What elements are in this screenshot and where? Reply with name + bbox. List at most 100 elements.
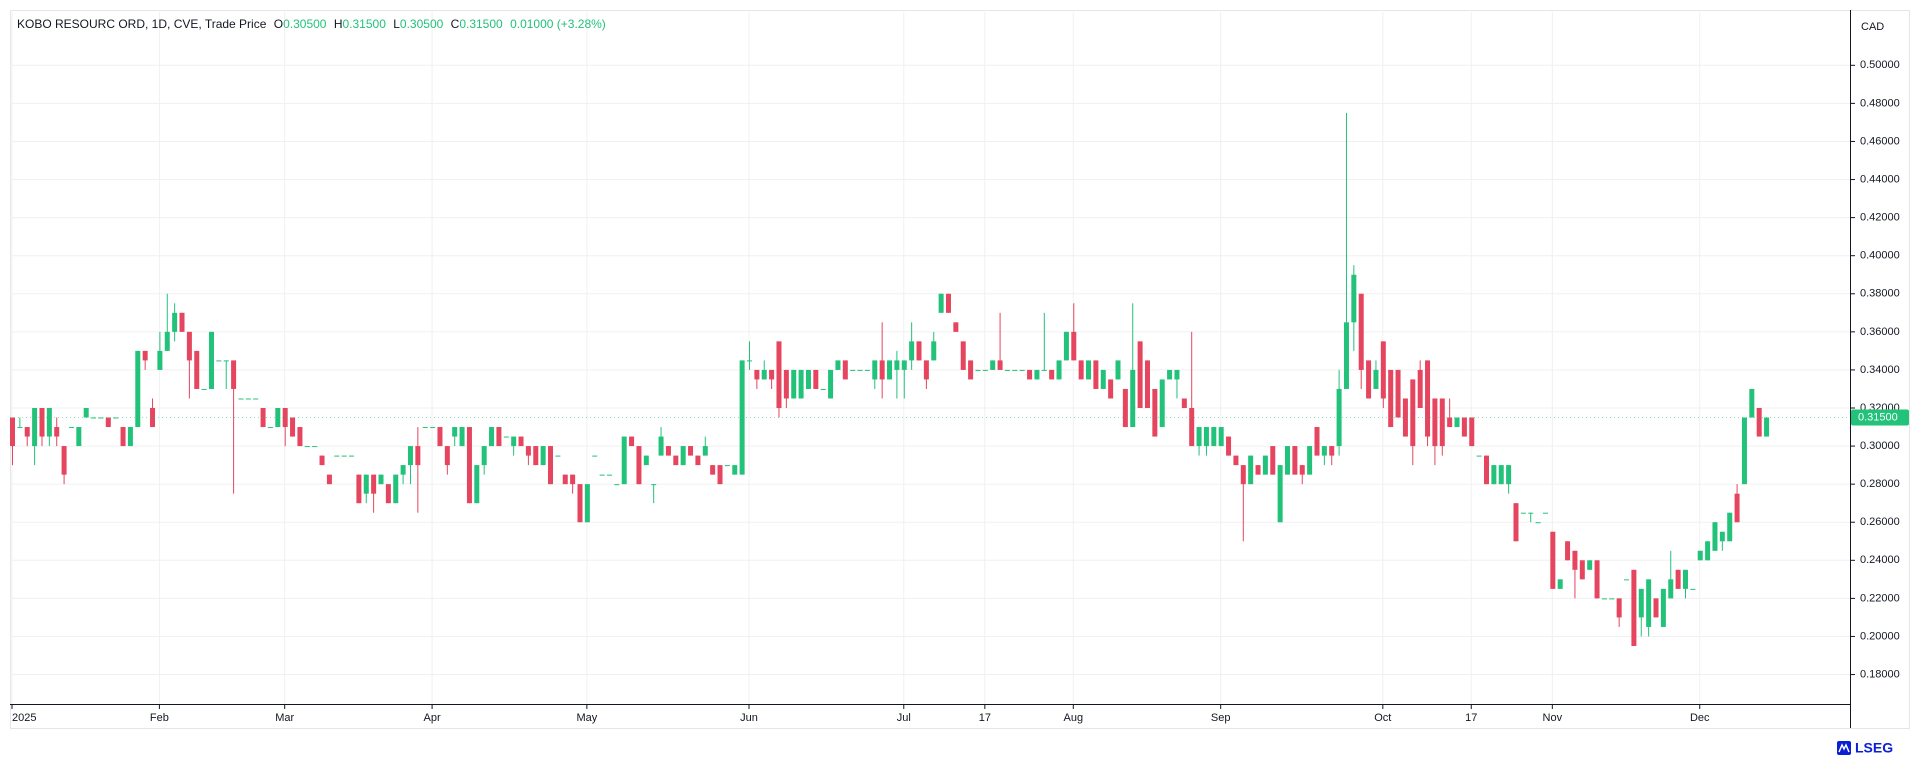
candle-body xyxy=(334,455,340,457)
candle-body xyxy=(997,360,1003,370)
candle-body xyxy=(1439,398,1445,447)
candle-body xyxy=(1343,322,1349,389)
candle-body xyxy=(710,465,716,475)
candle-body xyxy=(437,427,443,447)
candle-body xyxy=(724,465,730,467)
candle-body xyxy=(1034,369,1040,380)
candle-body xyxy=(231,360,237,389)
candle-body xyxy=(1262,455,1268,475)
x-tick-label: Apr xyxy=(424,712,441,724)
candle-body xyxy=(1572,550,1578,570)
candle-body xyxy=(813,369,819,389)
y-tick-label: 0.48000 xyxy=(1860,97,1900,109)
candle-body xyxy=(1049,369,1055,380)
candle-body xyxy=(990,360,996,370)
candle-body xyxy=(820,388,826,390)
candle-body xyxy=(1506,465,1512,485)
ohlc-value: 0.31500 xyxy=(459,17,503,31)
candle-body xyxy=(363,474,369,494)
candle-body xyxy=(673,455,679,466)
candle-body xyxy=(1631,569,1637,646)
candle-body xyxy=(481,446,487,466)
candle-body xyxy=(923,360,929,380)
logo: LSEG xyxy=(1837,740,1893,756)
candle-body xyxy=(1196,427,1202,447)
candle-body xyxy=(371,474,377,494)
candle-body xyxy=(511,436,517,447)
candle-body xyxy=(1734,493,1740,523)
candle-body xyxy=(32,408,38,447)
candle-body xyxy=(909,341,915,361)
candle-body xyxy=(194,350,200,389)
candle-body xyxy=(1270,446,1276,475)
candle-body xyxy=(1719,531,1725,542)
candle-body xyxy=(1741,417,1747,485)
y-tick-label: 0.30000 xyxy=(1860,440,1900,452)
candle-body xyxy=(1668,579,1674,599)
y-tick-label: 0.24000 xyxy=(1860,554,1900,566)
candle-body xyxy=(1380,341,1386,399)
x-tick-label: Aug xyxy=(1063,712,1083,724)
x-tick-label: Oct xyxy=(1374,712,1391,724)
candle-body xyxy=(747,360,752,362)
candle-body xyxy=(916,341,922,361)
candle-body xyxy=(1469,417,1475,447)
candle-body xyxy=(1218,427,1224,447)
candle-body xyxy=(1174,369,1180,380)
candle-body xyxy=(864,369,870,371)
candle-body xyxy=(489,427,495,447)
candle-body xyxy=(1425,360,1431,437)
candle-body xyxy=(503,436,509,438)
candles xyxy=(10,112,1850,646)
currency-label: CAD xyxy=(1861,21,1884,33)
candle-body xyxy=(378,474,384,485)
candle-body xyxy=(1078,360,1084,380)
y-tick-label: 0.40000 xyxy=(1860,250,1900,262)
candle-body xyxy=(1447,417,1453,428)
candle-body xyxy=(1653,598,1659,618)
candle-body xyxy=(828,369,834,399)
candle-body xyxy=(643,455,649,466)
candle-body xyxy=(525,446,531,456)
candle-body xyxy=(1461,417,1467,437)
candle-body xyxy=(179,312,185,332)
candle-body xyxy=(695,455,701,466)
candle-body xyxy=(150,408,156,428)
last-price-tag xyxy=(1851,409,1909,426)
candle-body xyxy=(142,350,148,361)
candle-body xyxy=(1594,560,1600,599)
ohlc-key: L xyxy=(393,17,400,31)
candle-body xyxy=(1528,512,1534,514)
candle-body xyxy=(1682,569,1688,589)
candle-body xyxy=(945,293,951,313)
candle-body xyxy=(1314,427,1320,456)
x-tick-label: Dec xyxy=(1690,712,1710,724)
candle-body xyxy=(245,398,251,400)
candle-body xyxy=(238,398,244,400)
logo-text: LSEG xyxy=(1855,740,1893,756)
y-tick-label: 0.50000 xyxy=(1860,59,1900,71)
candle-body xyxy=(1233,455,1239,466)
y-tick-label: 0.36000 xyxy=(1860,326,1900,338)
candle-body xyxy=(10,417,15,447)
candle-body xyxy=(282,408,288,428)
candle-body xyxy=(754,369,760,380)
candle-body xyxy=(1454,417,1460,428)
candle-body xyxy=(1041,369,1047,371)
candle-body xyxy=(798,369,804,399)
candle-body xyxy=(1373,369,1379,389)
x-tick-label: Jun xyxy=(740,712,758,724)
candle-body xyxy=(54,427,60,437)
candle-body xyxy=(665,446,671,456)
candle-body xyxy=(1211,427,1217,447)
candle-body xyxy=(688,446,694,456)
candle-body xyxy=(105,417,111,428)
candle-body xyxy=(1226,436,1232,456)
candle-body xyxy=(1012,369,1018,371)
ohlc-value: 0.30500 xyxy=(400,17,444,31)
candle-body xyxy=(621,436,627,485)
candle-body xyxy=(1181,398,1187,408)
candle-body xyxy=(444,446,450,466)
candle-body xyxy=(275,408,281,428)
candle-body xyxy=(1646,579,1652,627)
